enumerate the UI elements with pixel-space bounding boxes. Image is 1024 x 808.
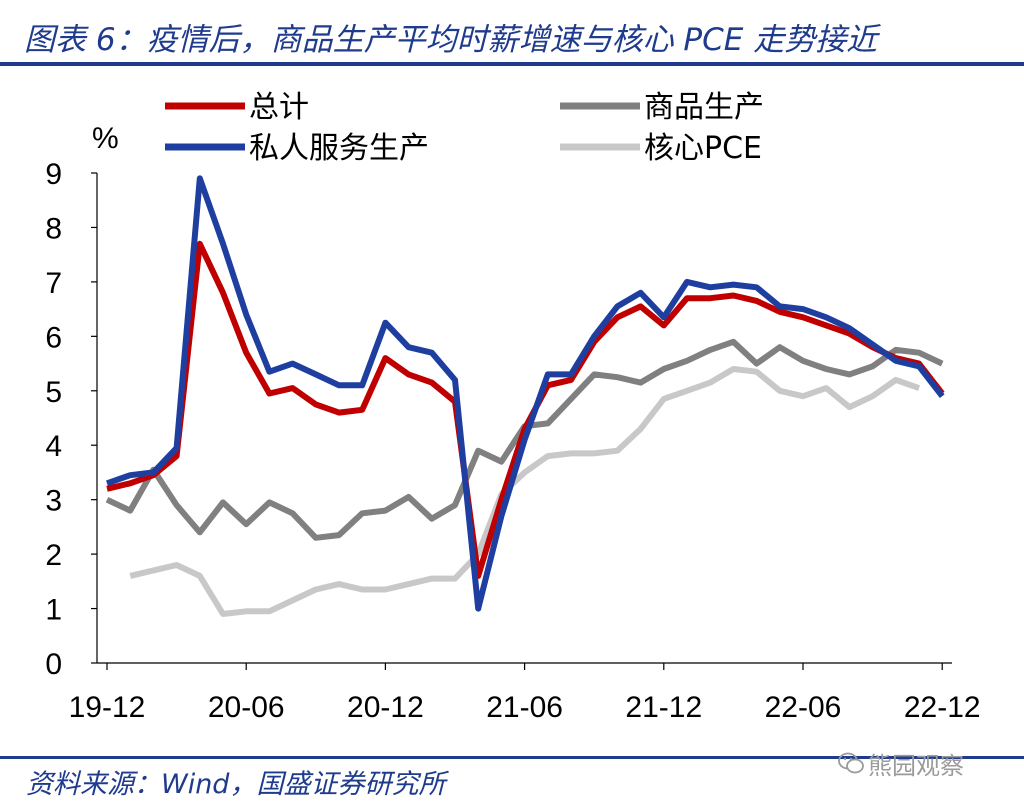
watermark-text: 熊园观察: [868, 751, 964, 780]
chart-title: 图表 6：疫情后，商品生产平均时薪增速与核心 PCE 走势接近: [24, 22, 878, 58]
y-tick-label: 6: [45, 321, 62, 354]
y-tick-label: 0: [45, 648, 62, 681]
y-tick-label: 3: [45, 485, 62, 518]
x-tick-label: 21-06: [486, 691, 563, 724]
x-tick-label: 20-12: [347, 691, 424, 724]
title-divider: [0, 62, 1024, 66]
legend-label-2: 私人服务生产: [249, 131, 429, 166]
x-tick-label: 20-06: [208, 691, 285, 724]
legend-label-0: 总计: [249, 90, 309, 125]
wechat-icon: [838, 752, 864, 774]
legend-label-1: 商品生产: [644, 90, 764, 125]
y-tick-label: 1: [45, 594, 62, 627]
x-tick-label: 22-12: [904, 691, 981, 724]
line-chart: 0 1 2 3 4 5 6 7 8 9% 19-12 20-06 20-12 21-06 21-12 22-0…: [45, 90, 980, 724]
x-tick-label: 19-12: [69, 691, 146, 724]
series-line-0: [106, 240, 945, 579]
series-lines: [105, 175, 945, 617]
legend-label-3: 核心PCE: [644, 131, 762, 166]
source-note: 资料来源：Wind，国盛证券研究所: [26, 769, 446, 800]
y-axis-unit: %: [92, 122, 119, 155]
y-tick-label: 2: [45, 539, 62, 572]
y-tick-label: 9: [45, 158, 62, 191]
x-tick-label: 21-12: [625, 691, 702, 724]
y-tick-label: 4: [45, 430, 62, 463]
watermark: 熊园观察: [838, 748, 964, 780]
y-tick-label: 8: [45, 212, 62, 245]
source-divider: [0, 756, 1024, 759]
series-line-3: [129, 366, 920, 617]
x-tick-label: 22-06: [765, 691, 842, 724]
y-tick-label: 5: [45, 376, 62, 409]
series-line-2: [106, 175, 945, 612]
y-tick-label: 7: [45, 267, 62, 300]
axes: 0 1 2 3 4 5 6 7 8 9% 19-12 20-06 20-12 21-06 21-12 22-0…: [45, 122, 980, 724]
